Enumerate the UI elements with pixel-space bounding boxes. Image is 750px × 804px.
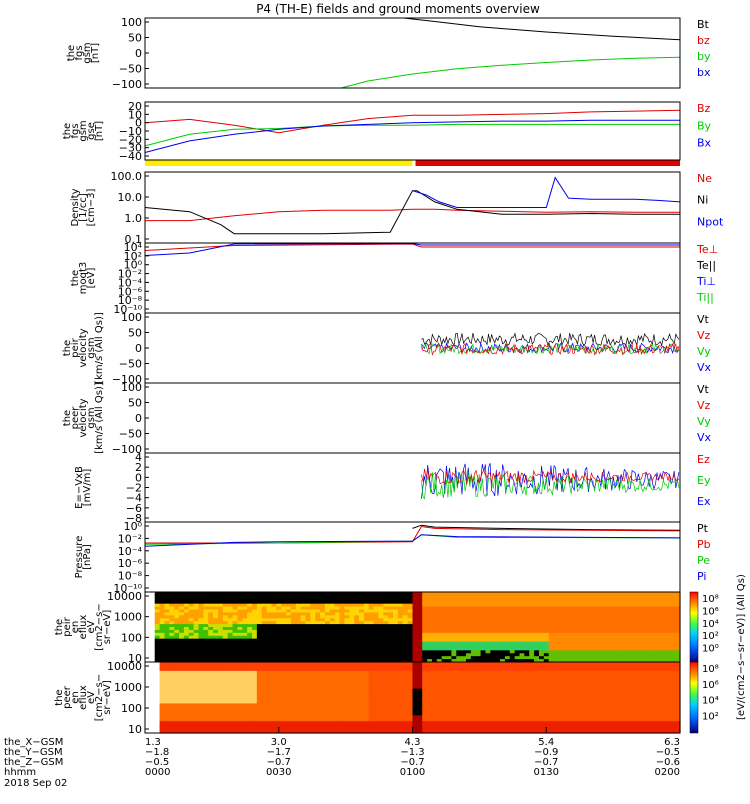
legend-Ey: Ey — [697, 474, 711, 487]
y-tick: 1.0 — [125, 212, 143, 225]
legend-Npot: Npot — [697, 215, 724, 228]
y-axis-label: [nPa] — [82, 544, 93, 570]
legend-Ni: Ni — [697, 194, 708, 207]
legend-Te⊥: Te⊥ — [696, 243, 718, 256]
legend-Vy: Vy — [697, 415, 711, 428]
y-axis-label: [nT] — [90, 43, 101, 63]
noise-trace — [421, 333, 679, 345]
panel-frame — [145, 243, 680, 313]
colorbar — [690, 592, 698, 662]
status-bar-yellow — [145, 160, 413, 166]
status-bar-red — [416, 160, 681, 166]
y-tick: 0 — [135, 47, 142, 60]
y-tick: 100 — [121, 631, 142, 644]
series-Npot — [413, 178, 681, 208]
legend-Pe: Pe — [697, 554, 710, 567]
y-tick: 100 — [121, 16, 142, 29]
y-tick: 10.0 — [118, 191, 143, 204]
y-tick: −50 — [119, 428, 142, 441]
y-tick: 100 — [121, 311, 142, 324]
y-axis-label: [mV/m] — [82, 469, 93, 507]
series-Bz — [145, 110, 680, 132]
y-tick: 50 — [128, 32, 142, 45]
legend-Vx: Vx — [697, 431, 712, 444]
y-tick: 0 — [135, 342, 142, 355]
legend-Te||: Te|| — [696, 259, 716, 272]
legend-Bz: Bz — [697, 102, 711, 115]
legend-by: by — [697, 50, 711, 63]
colorbar-tick: 10⁶ — [702, 606, 719, 617]
panel-frame — [145, 102, 680, 160]
y-tick: 100 — [121, 381, 142, 394]
y-tick: 10⁻⁶ — [118, 557, 143, 570]
legend-Bt: Bt — [697, 18, 710, 31]
y-axis-label: [eV] — [86, 268, 97, 289]
y-tick: 10⁻² — [118, 532, 142, 545]
legend-Vt: Vt — [697, 313, 710, 326]
colorbar-label: [eV/(cm2−s−sr−eV)] (All Qs) — [736, 574, 747, 720]
panel-frame — [145, 522, 680, 592]
panel-frame — [145, 383, 680, 453]
legend-bz: bz — [697, 34, 710, 47]
series-Ti — [145, 244, 680, 256]
y-tick: 50 — [128, 327, 142, 340]
legend-Vt: Vt — [697, 383, 710, 396]
legend-Pt: Pt — [697, 522, 709, 535]
y-tick: 10⁻⁸ — [118, 570, 143, 583]
legend-Ez: Ez — [697, 453, 710, 466]
legend-By: By — [697, 119, 712, 132]
series-Ne — [145, 209, 680, 220]
y-axis-label: [km/s (All Qs)] — [94, 312, 105, 384]
legend-Ex: Ex — [697, 495, 711, 508]
legend-Ne: Ne — [697, 172, 712, 185]
legend-Pi: Pi — [697, 570, 706, 583]
legend-Vz: Vz — [697, 329, 711, 342]
y-tick: 50 — [128, 397, 142, 410]
series-Bt — [404, 18, 680, 40]
y-tick: 10⁻⁴ — [118, 545, 143, 558]
y-tick: 1000 — [114, 611, 142, 624]
y-axis-label: sr−eV] — [102, 610, 113, 645]
y-axis-label: [nT] — [94, 121, 105, 141]
panel-frame — [145, 453, 680, 522]
y-tick: 100.0 — [111, 170, 143, 183]
colorbar-tick: 10⁴ — [702, 619, 719, 630]
legend-Pb: Pb — [697, 538, 711, 551]
y-tick: 10000 — [107, 590, 142, 603]
series-Pi — [145, 535, 680, 547]
y-tick: −50 — [119, 358, 142, 371]
y-axis-label: [km/s (All Qs)] — [94, 382, 105, 454]
legend-Vy: Vy — [697, 345, 711, 358]
colorbar-tick: 10² — [702, 631, 719, 642]
legend-Bx: Bx — [697, 137, 712, 150]
y-tick: 0 — [135, 412, 142, 425]
panel-frame — [145, 172, 680, 243]
colorbar-tick: 10⁰ — [702, 644, 719, 655]
plot-title: P4 (TH-E) fields and ground moments over… — [256, 2, 540, 16]
y-axis-label: [cm−3] — [86, 189, 97, 227]
legend-Vz: Vz — [697, 399, 711, 412]
y-tick: −50 — [119, 63, 142, 76]
colorbar-tick: 10⁸ — [702, 594, 719, 605]
legend-bx: bx — [697, 66, 711, 79]
legend-Ti||: Ti|| — [696, 291, 714, 304]
legend-Vx: Vx — [697, 361, 712, 374]
y-tick: 10⁰ — [124, 520, 143, 533]
panel-frame — [145, 18, 680, 88]
y-tick: −100 — [112, 78, 142, 91]
series-by — [341, 57, 680, 88]
y-tick: −40 — [119, 150, 142, 163]
legend-Ti⊥: Ti⊥ — [696, 275, 716, 288]
